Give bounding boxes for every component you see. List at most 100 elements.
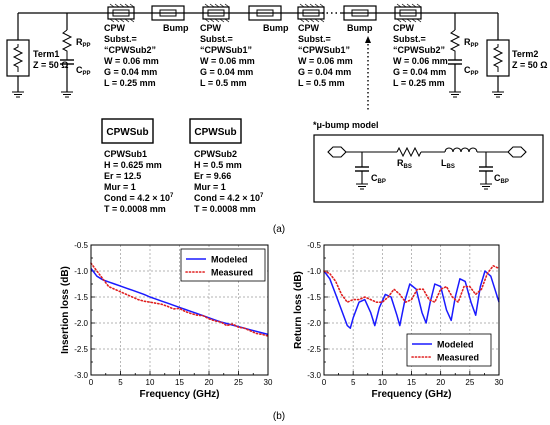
x-tick-label: 0 [322,378,327,387]
x-tick-label: 0 [89,378,94,387]
x-tick-label: 5 [118,378,123,387]
cpw4-line4: G = 0.04 mm [393,67,446,77]
legend-box [180,248,266,282]
cpp-left-label: C [76,65,83,75]
x-axis-label: Frequency (GHz) [371,389,451,400]
bump-element-3: Bump [343,5,377,112]
cpw3-line2: “CPWSub1” [298,45,350,55]
ubump-model-title: *μ-bump model [313,120,379,130]
y-tick-label: -2.5 [74,345,88,354]
cpw-label: CPW [200,23,222,33]
x-tick-label: 10 [146,378,155,387]
y-tick-label: -1.0 [74,267,88,276]
svg-text:RPP: RPP [464,37,479,49]
ubump-model: *μ-bump model RBS LBS CBP CBP [313,120,544,203]
cpw-element-4: CPW Subst.= “CPWSub2” W = 0.06 mm G = 0.… [393,3,448,88]
legend-label-modeled: Modeled [437,340,474,350]
bump-element-1: Bump [151,5,189,33]
cpw-label: CPW [393,23,415,33]
bump-label: Bump [347,23,373,33]
cpw-label: CPW [104,23,126,33]
cbp-right-label: C [494,173,501,183]
insertion-loss-chart: 0 5 10 15 20 25 30 -0.5 -1.0 -1.5 -2.0 -2.5 -3.0 Freq… [60,241,273,400]
y-tick-label: -3.0 [307,371,321,380]
cbp-right-sub: BP [501,179,509,185]
svg-text:Cond = 4.2 × 107: Cond = 4.2 × 107 [194,193,264,203]
cpwsub1-mur: Mur = 1 [104,182,136,192]
cbp-left-label: C [371,173,378,183]
x-tick-label: 20 [436,378,445,387]
rbs-label: R [397,158,404,168]
svg-text:CBP: CBP [494,173,509,185]
cpwsub1-cond-exp: 7 [170,193,174,199]
term2-impedance: Z = 50 Ω [512,60,547,70]
cpw4-line2: “CPWSub2” [393,45,445,55]
schematic-a: Term1 Z = 50 Ω RPP CPP CPW Subst.= “CPWS… [6,3,547,235]
svg-text:RBS: RBS [397,158,412,170]
x-tick-label: 30 [264,378,273,387]
legend-label-modeled: Modeled [211,255,248,265]
cpwsub2-cond-exp: 7 [260,193,264,199]
legend-box [406,333,492,367]
x-tick-label: 10 [378,378,387,387]
rpp-right-sub: PP [471,43,479,49]
x-tick-label: 25 [465,378,474,387]
cpw-element-2: CPW Subst.= “CPWSub1” W = 0.06 mm G = 0.… [200,3,255,88]
y-tick-label: -1.5 [307,293,321,302]
cpw3-line1: Subst.= [298,34,331,44]
cpw1-line3: W = 0.06 mm [104,56,159,66]
cpw1-line5: L = 0.25 mm [104,78,156,88]
x-axis-label: Frequency (GHz) [139,389,219,400]
x-tick-label: 30 [495,378,504,387]
y-tick-label: -2.5 [307,345,321,354]
term2-port: Term2 Z = 50 Ω [486,13,547,98]
cpwsub2-er: Er = 9.66 [194,171,231,181]
svg-text:LBS: LBS [441,158,455,170]
cpw2-line5: L = 0.5 mm [200,78,247,88]
caption-b: (b) [273,411,285,422]
substrate-cpwsub1: CPWSub CPWSub1 H = 0.625 mm Er = 12.5 Mu… [101,118,174,214]
cpw-element-1: CPW Subst.= “CPWSub2” W = 0.06 mm G = 0.… [104,3,159,88]
bump-label: Bump [263,23,289,33]
cpwsub1-name: CPWSub1 [104,149,147,159]
cpw2-line1: Subst.= [200,34,233,44]
cpw2-line2: “CPWSub1” [200,45,252,55]
y-tick-label: -0.5 [307,241,321,250]
term1-port: Term1 Z = 50 Ω [6,13,68,98]
x-tick-label: 15 [175,378,184,387]
series-line-measured [323,264,500,304]
bump-element-2: Bump [248,5,289,33]
legend-label-measured: Measured [437,353,479,363]
left-shunt-rc: RPP CPP [60,13,91,98]
svg-text:CPP: CPP [464,65,479,77]
x-tick-label: 5 [351,378,356,387]
lbs-sub: BS [447,164,455,170]
x-tick-label: 25 [234,378,243,387]
series-line-modeled [323,270,500,329]
cpw-label: CPW [298,23,320,33]
rpp-left-sub: PP [83,43,91,49]
cpp-left-sub: PP [83,71,91,77]
right-shunt-rc: RPP CPP [448,13,479,98]
svg-text:RPP: RPP [76,37,91,49]
plot-frame [323,244,500,376]
x-tick-label: 20 [205,378,214,387]
svg-text:CPP: CPP [76,65,91,77]
cpwsub1-t: T = 0.0008 mm [104,204,166,214]
term1-impedance: Z = 50 Ω [33,60,68,70]
series-line-measured [90,262,269,337]
cpwsub1-cond: Cond = 4.2 × 10 [104,193,170,203]
bump-label: Bump [163,23,189,33]
y-tick-label: -2.0 [74,319,88,328]
cpp-right-label: C [464,65,471,75]
cpw-element-3: CPW Subst.= “CPWSub1” W = 0.06 mm G = 0.… [297,3,353,88]
cpwsub1-box-label: CPWSub [106,127,148,138]
cpw1-line4: G = 0.04 mm [104,67,157,77]
cpwsub2-h: H = 0.5 mm [194,160,242,170]
y-tick-label: -1.5 [74,293,88,302]
y-tick-label: -3.0 [74,371,88,380]
cpw1-line2: “CPWSub2” [104,45,156,55]
svg-text:Cond = 4.2 × 107: Cond = 4.2 × 107 [104,193,174,203]
term1-name: Term1 [33,49,59,59]
substrate-cpwsub2: CPWSub CPWSub2 H = 0.5 mm Er = 9.66 Mur … [189,118,264,214]
